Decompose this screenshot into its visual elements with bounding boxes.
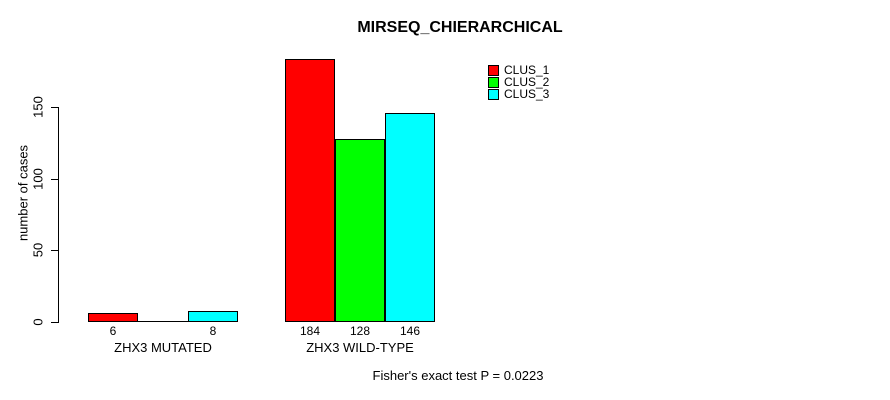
y-axis-line	[58, 107, 59, 323]
bar-value-label: 128	[349, 324, 371, 338]
legend-label: CLUS_3	[504, 87, 550, 101]
bar-clus-1-zhx3-mutated	[88, 313, 138, 322]
y-tick	[51, 179, 58, 180]
x-category-label: ZHX3 MUTATED	[114, 340, 212, 355]
y-tick-label: 100	[30, 168, 46, 190]
legend-item-clus-2: CLUS_2	[488, 76, 549, 88]
legend-swatch-clus-2-icon	[488, 76, 499, 88]
bar-value-label: 184	[299, 324, 321, 338]
y-tick	[51, 322, 58, 323]
y-tick	[51, 250, 58, 251]
y-tick-label: 50	[30, 242, 46, 258]
y-tick-label: 150	[30, 96, 46, 118]
x-category-label: ZHX3 WILD-TYPE	[306, 340, 414, 355]
bar-clus-2-zhx3-mutated	[138, 321, 188, 322]
legend-swatch-clus-1-icon	[488, 64, 499, 76]
legend-swatch-clus-3-icon	[488, 88, 499, 100]
y-tick	[51, 107, 58, 108]
bar-clus-2-zhx3-wild-type	[335, 139, 385, 322]
bar-clus-3-zhx3-wild-type	[385, 113, 435, 322]
bar-clus-1-zhx3-wild-type	[285, 59, 335, 322]
legend-label: CLUS_1	[504, 63, 550, 77]
y-axis-title: number of cases	[15, 144, 31, 242]
bar-clus-3-zhx3-mutated	[188, 311, 238, 322]
legend-item-clus-1: CLUS_1	[488, 64, 549, 76]
y-tick-label: 0	[30, 318, 46, 326]
chart-title: MIRSEQ_CHIERARCHICAL	[357, 19, 563, 36]
bar-value-label: 6	[109, 324, 117, 338]
annotation-text: Fisher's exact test P = 0.0223	[372, 368, 544, 383]
legend: CLUS_1 CLUS_2 CLUS_3	[488, 64, 549, 100]
bar-value-label: 146	[399, 324, 421, 338]
legend-item-clus-3: CLUS_3	[488, 88, 549, 100]
bar-value-label: 8	[209, 324, 217, 338]
legend-label: CLUS_2	[504, 75, 550, 89]
